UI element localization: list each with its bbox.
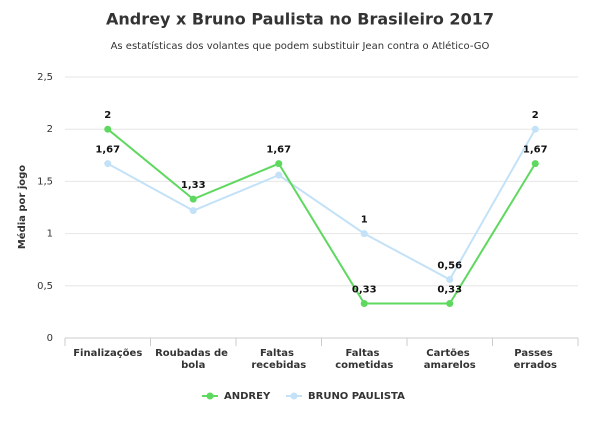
data-label: 2 (104, 110, 111, 121)
data-point (360, 230, 368, 238)
data-point (275, 160, 283, 168)
data-point (446, 300, 454, 308)
data-label: 1,67 (95, 145, 120, 156)
chart-title: Andrey x Bruno Paulista no Brasileiro 20… (106, 10, 494, 29)
data-point (189, 207, 197, 215)
y-tick-label: 2 (47, 124, 53, 135)
data-label: 1 (361, 215, 368, 226)
x-tick-label: Roubadas de bola (155, 348, 231, 371)
data-point (275, 171, 283, 179)
x-tick-label: Faltas recebidas (251, 348, 306, 371)
legend-label: BRUNO PAULISTA (308, 391, 405, 402)
data-label: 0,56 (437, 261, 462, 272)
data-label: 0,33 (437, 285, 462, 296)
data-point (446, 276, 454, 284)
y-tick-label: 1,5 (37, 176, 53, 187)
y-tick-label: 0,5 (37, 281, 53, 292)
y-tick-label: 0 (47, 333, 53, 344)
data-point (531, 160, 539, 168)
data-point (104, 125, 112, 133)
y-axis-label: Média por jogo (16, 165, 28, 249)
legend-symbol (290, 392, 298, 400)
y-tick-label: 1 (47, 229, 53, 240)
data-label: 2 (532, 110, 539, 121)
legend-label: ANDREY (224, 391, 271, 402)
x-tick-label: Finalizações (73, 348, 142, 359)
x-tick-label: Passes errados (514, 348, 557, 371)
data-label: 1,33 (181, 180, 206, 191)
data-label: 1,67 (523, 145, 548, 156)
data-point (189, 195, 197, 203)
data-point (104, 160, 112, 168)
chart-subtitle: As estatísticas dos volantes que podem s… (111, 40, 490, 52)
series-line (107, 128, 537, 305)
y-tick-label: 2,5 (37, 72, 53, 83)
data-point (360, 300, 368, 308)
legend-symbol (206, 392, 214, 400)
data-point (531, 125, 539, 133)
x-tick-label: Faltas cometidas (335, 348, 393, 371)
x-tick-label: Cartões amarelos (424, 348, 476, 371)
legend-item[interactable]: ANDREY (202, 391, 271, 402)
data-label: 0,33 (352, 285, 377, 296)
legend-item[interactable]: BRUNO PAULISTA (286, 391, 405, 402)
series-line (107, 128, 537, 281)
data-label: 1,67 (266, 145, 291, 156)
